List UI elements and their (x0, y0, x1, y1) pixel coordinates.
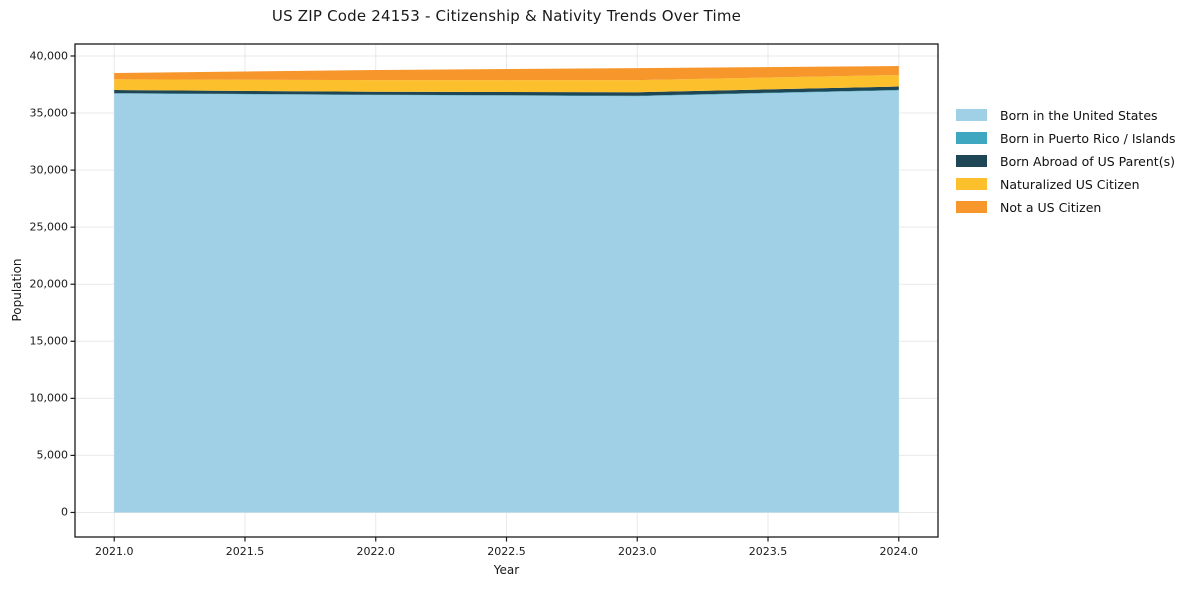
chart-title: US ZIP Code 24153 - Citizenship & Nativi… (271, 7, 742, 25)
legend-swatch (956, 132, 987, 144)
legend-item: Not a US Citizen (956, 199, 1176, 215)
y-tick-label: 0 (61, 505, 68, 519)
legend: Born in the United States Born in Puerto … (956, 107, 1176, 215)
legend-swatch (956, 155, 987, 167)
area-series (114, 86, 899, 96)
y-tick-label: 15,000 (29, 334, 69, 348)
x-tick-label: 2023.5 (748, 545, 788, 558)
y-tick-label: 35,000 (29, 106, 69, 120)
legend-swatch (956, 109, 987, 121)
y-tick-label: 30,000 (29, 163, 69, 177)
legend-label: Born Abroad of US Parent(s) (1000, 153, 1175, 169)
legend-item: Naturalized US Citizen (956, 176, 1176, 192)
legend-label: Not a US Citizen (1000, 199, 1102, 215)
legend-label: Born in Puerto Rico / Islands (1000, 130, 1176, 146)
y-tick-label: 40,000 (29, 49, 69, 63)
x-tick-label: 2022.0 (356, 545, 395, 558)
x-tick-label: 2021.0 (94, 545, 134, 558)
x-tick-label: 2021.5 (225, 545, 265, 558)
legend-label: Naturalized US Citizen (1000, 176, 1140, 192)
legend-swatch (956, 201, 987, 213)
y-tick-label: 10,000 (29, 391, 69, 405)
y-tick-label: 20,000 (29, 277, 69, 291)
y-tick-label: 25,000 (29, 220, 69, 234)
legend-label: Born in the United States (1000, 107, 1158, 123)
legend-item: Born Abroad of US Parent(s) (956, 153, 1176, 169)
area-series (114, 66, 899, 81)
x-tick-label: 2022.5 (487, 545, 526, 558)
legend-item: Born in Puerto Rico / Islands (956, 130, 1176, 146)
area-series (114, 90, 899, 513)
legend-item: Born in the United States (956, 107, 1176, 123)
y-tick-label: 5,000 (36, 448, 69, 462)
area-series (114, 75, 899, 93)
area-series (114, 89, 899, 97)
x-tick-label: 2024.0 (879, 545, 919, 558)
legend-swatch (956, 178, 987, 190)
x-tick-label: 2023.0 (618, 545, 657, 558)
x-axis-label: Year (493, 563, 520, 577)
